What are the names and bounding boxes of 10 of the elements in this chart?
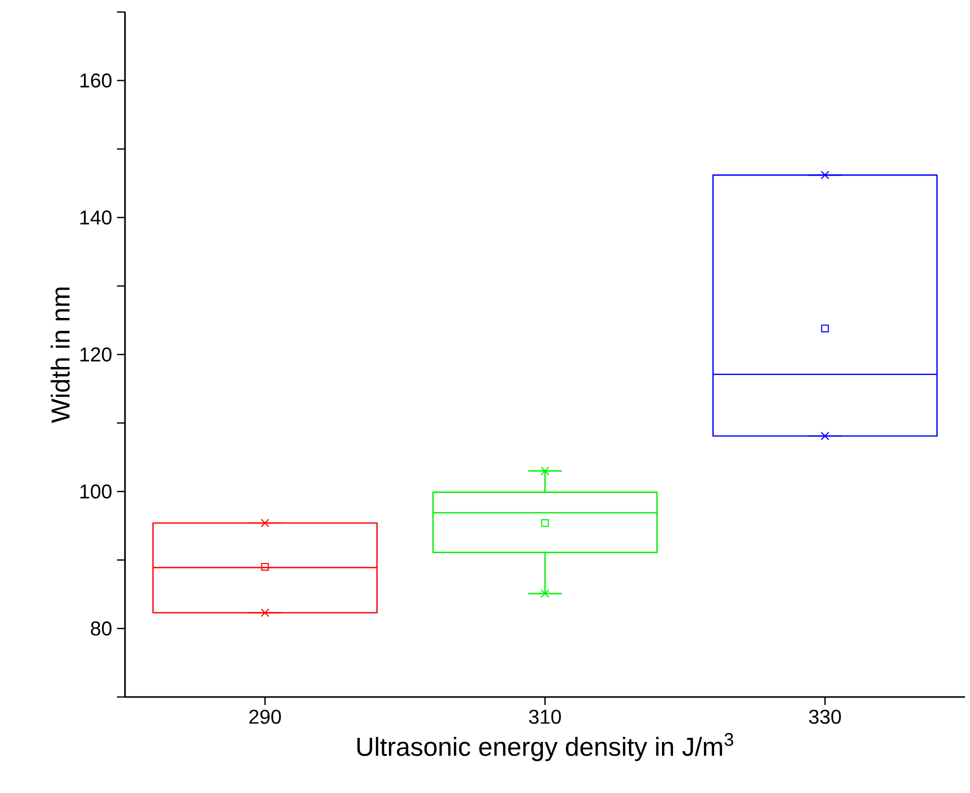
- y-tick-label: 120: [80, 347, 112, 362]
- y-axis-title: Width in nm: [50, 288, 70, 424]
- y-tick-label: 100: [80, 484, 112, 499]
- y-tick-label: 140: [80, 210, 112, 225]
- y-tick-label: 80: [90, 621, 112, 636]
- x-axis-title: Ultrasonic energy density in J/m$^{3}$: [357, 733, 734, 762]
- x-tick-label: 330: [809, 710, 841, 724]
- x-tick-label: 290: [249, 710, 281, 724]
- y-tick-label: 160: [80, 73, 112, 88]
- x-tick-label: 310: [529, 710, 561, 724]
